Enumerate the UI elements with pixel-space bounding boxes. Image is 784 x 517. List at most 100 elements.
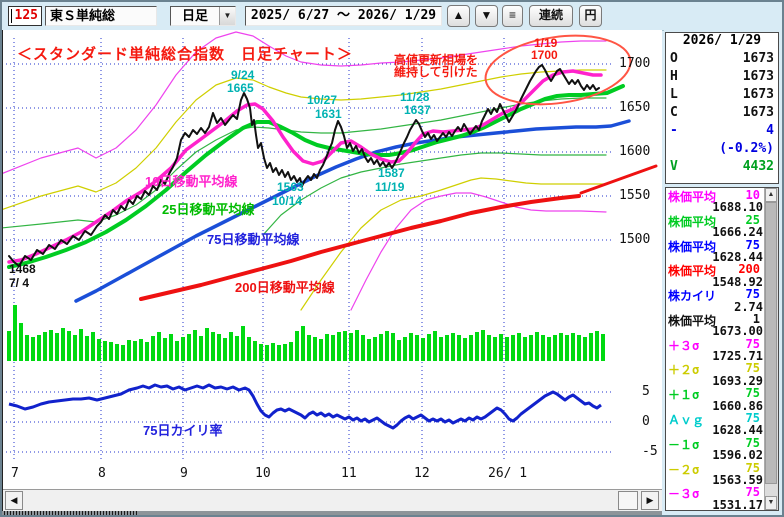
volume-bar	[73, 335, 77, 361]
quote-row: -4	[670, 123, 774, 138]
x-axis-label: 7	[11, 466, 19, 481]
volume-bar	[7, 331, 11, 361]
volume-bar	[109, 342, 113, 361]
scroll-up-button[interactable]: ▲	[447, 5, 470, 27]
chart-annotation: 11/19	[375, 180, 405, 194]
volume-bar	[463, 338, 467, 361]
volume-bar	[247, 337, 251, 361]
volume-bar	[445, 335, 449, 361]
y-axis-label: 1600	[619, 144, 651, 159]
scrollbar-thumb[interactable]	[618, 491, 638, 510]
indicator-row: －２σ 75 1563.59	[668, 460, 763, 487]
indicator-row: 株カイリ 75 2.74	[668, 287, 763, 314]
series-price	[8, 64, 600, 267]
toolbar: 125 東Ｓ単純総 日足 ▼ 2025/ 6/27 ～ 2026/ 1/29 ▲…	[2, 2, 782, 31]
volume-bar	[553, 335, 557, 361]
chart-annotation: 7/ 4	[9, 276, 30, 290]
volume-bar	[55, 333, 59, 361]
volume-bar	[175, 341, 179, 361]
horizontal-scrollbar[interactable]: ◀ ▶	[3, 489, 662, 512]
volume-bar	[127, 340, 131, 361]
volume-bar	[361, 335, 365, 361]
vertical-scrollbar[interactable]: ▲ ▼	[764, 188, 778, 510]
oscillator-axis-label: 0	[642, 414, 650, 429]
series-label: 75日カイリ率	[143, 423, 223, 438]
chart-annotation: 1637	[404, 103, 431, 117]
chart-title: ＜スタンダード単純総合指数 日足チャート＞	[17, 46, 353, 63]
volume-bar	[43, 332, 47, 361]
indicator-row: 株価平均 25 1666.24	[668, 212, 763, 240]
menu-button[interactable]: ≡	[502, 5, 523, 27]
indicator-row: －３σ 75 1531.17	[668, 485, 763, 511]
volume-bar	[457, 335, 461, 361]
volume-bar	[571, 333, 575, 361]
volume-bar	[415, 335, 419, 361]
continuous-button[interactable]: 連続	[529, 5, 573, 27]
yen-button[interactable]: 円	[579, 5, 602, 27]
scroll-down-icon[interactable]: ▼	[765, 496, 777, 510]
date-range-field[interactable]: 2025/ 6/27 ～ 2026/ 1/29	[245, 6, 442, 26]
volume-bar	[13, 305, 17, 361]
volume-bar	[355, 330, 359, 361]
volume-bar	[259, 344, 263, 361]
volume-bar	[535, 332, 539, 361]
indicator-row: 株価平均 10 1688.10	[668, 188, 763, 215]
code-value: 125	[14, 8, 38, 23]
volume-bar	[133, 341, 137, 361]
volume-bar	[211, 332, 215, 361]
series-ma75	[74, 119, 631, 303]
x-axis-label: 12	[414, 466, 430, 481]
volume-bar	[589, 333, 593, 361]
volume-bar	[493, 337, 497, 361]
chevron-down-icon[interactable]: ▼	[219, 7, 235, 25]
oscillator-line	[8, 383, 602, 430]
y-axis-label: 1700	[619, 56, 651, 71]
volume-bar	[205, 328, 209, 361]
volume-bar	[295, 331, 299, 361]
indicator-list: 株価平均 10 1688.10 株価平均 25 1666.24 株価平均 75 1628.44 株…	[665, 187, 779, 511]
volume-bar	[511, 335, 515, 361]
scroll-down-button[interactable]: ▼	[475, 5, 498, 27]
x-axis-label: 11	[341, 466, 357, 481]
volume-bar	[115, 344, 119, 361]
volume-bar	[523, 337, 527, 361]
chart-pane: ＜スタンダード単純総合指数 日足チャート＞ 9/24 1665 10/27 1631 1…	[2, 30, 662, 513]
chart-annotation: 維持して引けた	[394, 65, 478, 79]
volume-bar	[181, 337, 185, 361]
volume-bar	[37, 335, 41, 361]
indicator-row: 株価平均 200 1548.92	[668, 262, 763, 289]
volume-bar	[265, 345, 269, 361]
volume-bar	[475, 332, 479, 361]
volume-bar	[49, 330, 53, 361]
code-input[interactable]: 125	[8, 6, 42, 26]
volume-bar	[373, 337, 377, 361]
volume-bar	[409, 333, 413, 361]
volume-bar	[169, 334, 173, 361]
volume-bar	[487, 335, 491, 361]
chart-annotation: 1587	[378, 166, 405, 180]
scroll-right-icon[interactable]: ▶	[641, 491, 659, 510]
period-select[interactable]: 日足 ▼	[170, 6, 236, 26]
series-bollinger+2sigma	[3, 69, 607, 210]
volume-bar	[151, 336, 155, 361]
series-bollinger+1sigma	[3, 97, 607, 229]
y-axis-label: 1650	[619, 100, 651, 115]
quote-row: O 1673	[670, 51, 774, 66]
scroll-up-icon[interactable]: ▲	[765, 188, 777, 202]
scrollbar-thumb[interactable]	[765, 202, 777, 484]
chart-annotation: 1/19	[534, 36, 558, 50]
indicator-row: ＋３σ 75 1725.71	[668, 336, 763, 364]
volume-bar	[421, 338, 425, 361]
volume-bar	[187, 334, 191, 361]
highlight-ellipse	[484, 34, 632, 106]
series-label: 75日移動平均線	[207, 232, 300, 247]
volume-bar	[97, 339, 101, 361]
y-axis-label: 1500	[619, 232, 651, 247]
y-axis-label: 1550	[619, 188, 651, 203]
scroll-left-icon[interactable]: ◀	[5, 491, 23, 510]
volume-bar	[157, 332, 161, 361]
chart-annotation: 11/28	[400, 90, 430, 104]
text-cursor	[11, 9, 12, 23]
quote-row: (-0.2%)	[719, 141, 774, 156]
symbol-field[interactable]: 東Ｓ単純総	[45, 6, 157, 26]
